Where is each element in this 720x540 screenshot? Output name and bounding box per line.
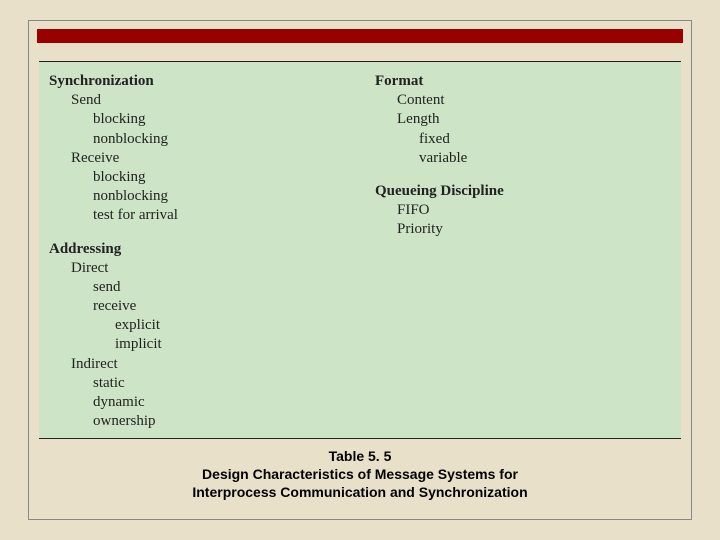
item-receive: Receive	[49, 149, 345, 168]
caption-line1: Table 5. 5	[29, 447, 691, 465]
item-direct-explicit: explicit	[49, 316, 345, 335]
spacer	[49, 226, 345, 236]
item-indirect-dynamic: dynamic	[49, 393, 345, 412]
item-indirect-static: static	[49, 374, 345, 393]
item-length-variable: variable	[375, 149, 671, 168]
heading-synchronization: Synchronization	[49, 72, 345, 91]
caption-line3: Interprocess Communication and Synchroni…	[29, 483, 691, 501]
item-send-blocking: blocking	[49, 110, 345, 129]
item-direct-receive: receive	[49, 297, 345, 316]
item-length: Length	[375, 110, 671, 129]
item-receive-test: test for arrival	[49, 206, 345, 225]
table-caption: Table 5. 5 Design Characteristics of Mes…	[29, 447, 691, 502]
title-bar	[37, 29, 683, 43]
item-send: Send	[49, 91, 345, 110]
item-content: Content	[375, 91, 671, 110]
item-receive-blocking: blocking	[49, 168, 345, 187]
heading-format: Format	[375, 72, 671, 91]
item-receive-nonblocking: nonblocking	[49, 187, 345, 206]
item-indirect: Indirect	[49, 355, 345, 374]
characteristics-table: Synchronization Send blocking nonblockin…	[39, 61, 681, 439]
item-indirect-ownership: ownership	[49, 412, 345, 431]
spacer	[375, 168, 671, 178]
item-fifo: FIFO	[375, 201, 671, 220]
slide-frame: Synchronization Send blocking nonblockin…	[28, 20, 692, 520]
item-direct-send: send	[49, 278, 345, 297]
right-column: Format Content Length fixed variable Que…	[345, 68, 671, 432]
item-send-nonblocking: nonblocking	[49, 130, 345, 149]
left-column: Synchronization Send blocking nonblockin…	[49, 68, 345, 432]
item-length-fixed: fixed	[375, 130, 671, 149]
heading-queueing: Queueing Discipline	[375, 182, 671, 201]
item-priority: Priority	[375, 220, 671, 239]
item-direct: Direct	[49, 259, 345, 278]
item-direct-implicit: implicit	[49, 335, 345, 354]
caption-line2: Design Characteristics of Message System…	[29, 465, 691, 483]
heading-addressing: Addressing	[49, 240, 345, 259]
